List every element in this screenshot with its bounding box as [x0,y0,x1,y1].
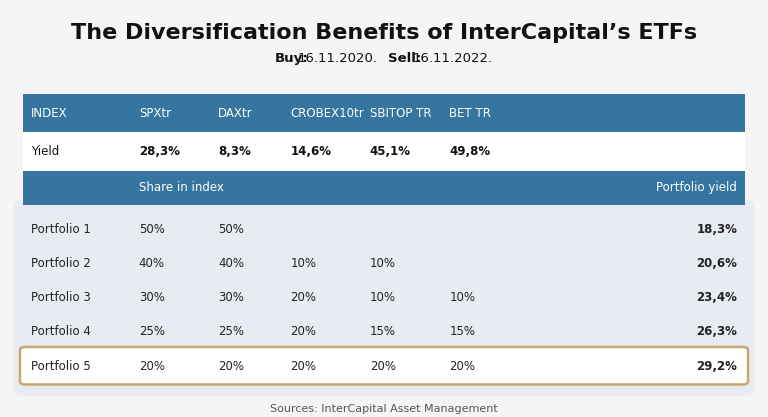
Text: 23,4%: 23,4% [697,291,737,304]
Text: 18,3%: 18,3% [697,223,737,236]
Text: SBITOP TR: SBITOP TR [369,106,432,120]
Text: 20%: 20% [290,325,316,339]
Text: 15%: 15% [369,325,396,339]
Text: 40%: 40% [218,257,244,270]
Text: Portfolio yield: Portfolio yield [657,181,737,194]
Text: 45,1%: 45,1% [369,145,411,158]
Text: 50%: 50% [218,223,244,236]
Text: CROBEX10tr: CROBEX10tr [290,106,364,120]
Text: 10%: 10% [369,257,396,270]
Text: Sources: InterCapital Asset Management: Sources: InterCapital Asset Management [270,404,498,414]
Text: 20,6%: 20,6% [697,257,737,270]
Text: 16.11.2022.: 16.11.2022. [412,52,492,65]
Bar [23,171,745,205]
FancyBboxPatch shape [20,347,748,384]
Text: Buy:: Buy: [275,52,309,65]
Text: 30%: 30% [218,291,244,304]
Text: 20%: 20% [369,359,396,373]
Text: 30%: 30% [139,291,164,304]
Text: SPXtr: SPXtr [139,106,171,120]
Text: 26,3%: 26,3% [697,325,737,339]
Text: 29,2%: 29,2% [697,359,737,373]
Text: Portfolio 1: Portfolio 1 [31,223,91,236]
Text: 50%: 50% [139,223,164,236]
Text: 10%: 10% [290,257,316,270]
Text: 40%: 40% [139,257,165,270]
Text: Portfolio 2: Portfolio 2 [31,257,91,270]
Text: 20%: 20% [290,359,316,373]
Text: 10%: 10% [449,291,475,304]
Text: 20%: 20% [218,359,244,373]
Text: 10%: 10% [369,291,396,304]
Text: 8,3%: 8,3% [218,145,251,158]
Text: INDEX: INDEX [31,106,68,120]
Text: Portfolio 5: Portfolio 5 [31,359,91,373]
Text: 14,6%: 14,6% [290,145,331,158]
Text: 15%: 15% [449,325,475,339]
Bar [23,132,745,171]
Text: DAXtr: DAXtr [218,106,253,120]
Text: The Diversification Benefits of InterCapital’s ETFs: The Diversification Benefits of InterCap… [71,23,697,43]
Text: 20%: 20% [290,291,316,304]
Text: Portfolio 4: Portfolio 4 [31,325,91,339]
Text: 28,3%: 28,3% [139,145,180,158]
Text: Sell:: Sell: [388,52,421,65]
Text: 49,8%: 49,8% [449,145,490,158]
Text: 20%: 20% [139,359,165,373]
Text: Yield: Yield [31,145,59,158]
Text: Portfolio 3: Portfolio 3 [31,291,91,304]
Text: 20%: 20% [449,359,475,373]
Text: 16.11.2020.: 16.11.2020. [298,52,378,65]
Bar [23,94,745,132]
Text: BET TR: BET TR [449,106,491,120]
Text: 25%: 25% [218,325,244,339]
Text: 25%: 25% [139,325,165,339]
Text: Share in index: Share in index [139,181,223,194]
FancyBboxPatch shape [14,200,754,396]
